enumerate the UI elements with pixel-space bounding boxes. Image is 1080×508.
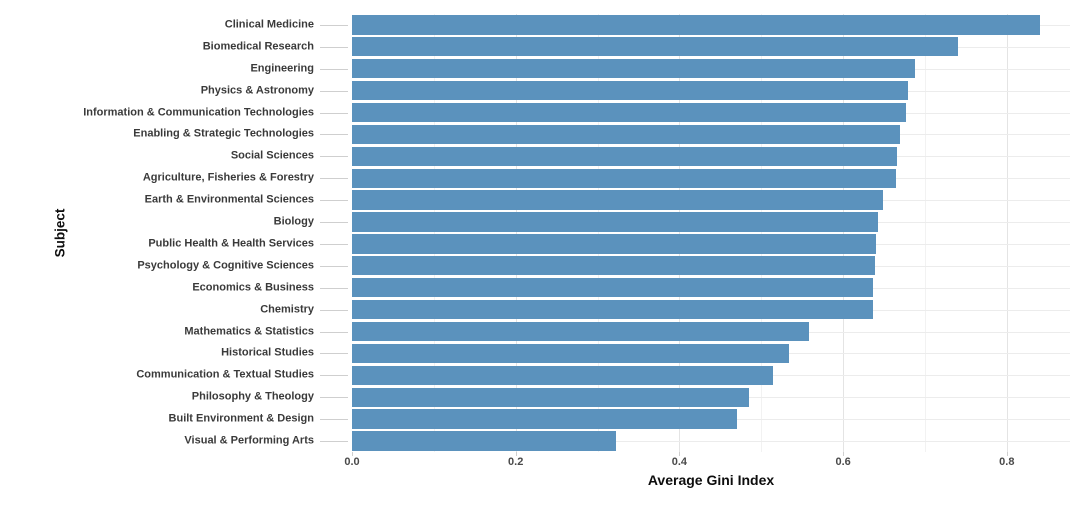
y-tick	[320, 134, 348, 135]
bar	[352, 256, 875, 276]
bar	[352, 321, 809, 342]
x-tick-label: 0.2	[508, 456, 524, 468]
v-gridline-major	[1006, 14, 1008, 452]
x-tick	[843, 452, 845, 456]
bar	[352, 168, 897, 188]
y-tick	[320, 47, 348, 48]
bar	[352, 124, 900, 145]
y-tick	[320, 353, 348, 354]
v-gridline-major	[843, 14, 845, 452]
x-tick-label: 0.6	[835, 456, 851, 468]
bar	[352, 409, 737, 429]
y-category-label: Physics & Astronomy	[200, 84, 314, 97]
bar	[352, 190, 884, 210]
y-category-label: Economics & Business	[192, 281, 314, 294]
bar	[352, 212, 879, 232]
bar	[352, 387, 749, 407]
y-category-label: Earth & Environmental Sciences	[144, 193, 314, 206]
x-axis-title: Average Gini Index	[647, 472, 775, 488]
y-tick	[320, 25, 348, 26]
y-tick	[320, 266, 348, 267]
y-tick	[320, 244, 348, 245]
y-category-label: Built Environment & Design	[168, 412, 314, 425]
bar	[352, 59, 916, 79]
y-category-label: Psychology & Cognitive Sciences	[137, 259, 314, 272]
y-tick	[320, 441, 348, 442]
y-tick	[320, 288, 348, 289]
y-category-label: Biology	[273, 215, 314, 228]
y-category-label: Historical Studies	[221, 346, 314, 359]
y-tick	[320, 419, 348, 420]
x-tick	[679, 452, 681, 456]
y-tick	[320, 113, 348, 114]
y-tick	[320, 156, 348, 157]
y-tick	[320, 397, 348, 398]
x-tick-label: 0.0	[344, 456, 360, 468]
bar	[352, 37, 958, 57]
y-category-label: Public Health & Health Services	[148, 237, 314, 250]
y-tick	[320, 222, 348, 223]
x-tick-label: 0.4	[671, 456, 688, 468]
v-gridline-major	[679, 14, 681, 452]
bar	[352, 299, 873, 320]
bar	[352, 278, 874, 298]
x-tick	[1006, 452, 1008, 456]
y-category-label: Social Sciences	[230, 149, 314, 162]
y-tick	[320, 69, 348, 70]
y-category-label: Enabling & Strategic Technologies	[133, 127, 314, 140]
bar	[352, 365, 773, 385]
v-gridline-major	[515, 14, 517, 452]
y-category-label: Communication & Textual Studies	[136, 368, 314, 381]
v-gridline-minor	[597, 14, 599, 452]
v-gridline-minor	[761, 14, 763, 452]
bar	[352, 431, 616, 451]
y-tick	[320, 310, 348, 311]
y-category-label: Agriculture, Fisheries & Forestry	[142, 171, 314, 184]
y-tick	[320, 91, 348, 92]
y-category-label: Philosophy & Theology	[191, 390, 314, 403]
v-gridline-minor	[433, 14, 435, 452]
bar	[352, 234, 876, 254]
bar	[352, 15, 1040, 35]
y-category-label: Engineering	[250, 62, 314, 75]
bar	[352, 146, 898, 166]
y-category-label: Clinical Medicine	[224, 18, 314, 31]
y-category-label: Mathematics & Statistics	[184, 325, 314, 337]
y-tick	[320, 200, 348, 201]
y-category-label: Information & Communication Technologies	[83, 106, 314, 118]
plot-area	[352, 14, 1070, 452]
h-gridline	[352, 441, 1070, 442]
x-tick	[515, 452, 517, 456]
bar	[352, 343, 790, 364]
bar	[352, 102, 907, 123]
y-category-label: Visual & Performing Arts	[184, 434, 314, 447]
y-category-label: Chemistry	[260, 303, 314, 316]
bar	[352, 80, 908, 101]
y-category-label: Biomedical Research	[202, 40, 314, 53]
y-tick	[320, 375, 348, 376]
y-tick	[320, 178, 348, 179]
v-gridline-minor	[924, 14, 926, 452]
y-tick	[320, 332, 348, 333]
x-tick-label: 0.8	[999, 456, 1015, 468]
x-tick	[352, 452, 353, 456]
